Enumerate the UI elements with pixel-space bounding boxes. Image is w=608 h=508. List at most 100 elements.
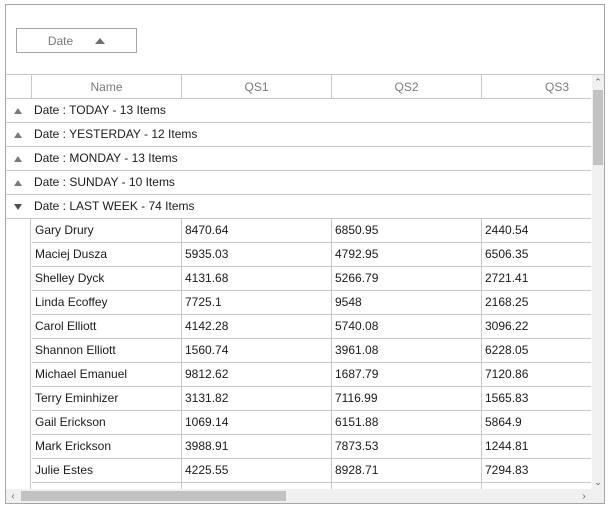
cell-qs3[interactable]: 7120.86: [482, 363, 591, 387]
cell-name[interactable]: Michael Emanuel: [32, 363, 182, 387]
table-row[interactable]: Linda Ecoffey 7725.1 9548 2168.25: [6, 291, 591, 315]
cell-qs2[interactable]: 5266.79: [332, 267, 482, 291]
cell-qs1[interactable]: 4142.28: [182, 315, 332, 339]
table-row[interactable]: Gary Drury 8470.64 6850.95 2440.54: [6, 219, 591, 243]
cell-qs1[interactable]: 3131.82: [182, 387, 332, 411]
table-row[interactable]: Carol Elliott 4142.28 5740.08 3096.22: [6, 315, 591, 339]
expand-icon[interactable]: [6, 99, 30, 123]
cell-qs3[interactable]: 2168.25: [482, 291, 591, 315]
cell-qs3[interactable]: 5864.9: [482, 411, 591, 435]
row-indent: [6, 243, 31, 267]
cell-qs2[interactable]: 7116.99: [332, 387, 482, 411]
row-indent: [6, 483, 31, 489]
cell-qs1[interactable]: [182, 483, 332, 489]
cell-qs2[interactable]: 7873.53: [332, 435, 482, 459]
cell-name[interactable]: Gary Drury: [32, 219, 182, 243]
cell-qs3[interactable]: 7294.83: [482, 459, 591, 483]
group-row[interactable]: Date : TODAY - 13 Items: [6, 99, 591, 123]
cell-qs2[interactable]: 1687.79: [332, 363, 482, 387]
cell-name[interactable]: Gail Erickson: [32, 411, 182, 435]
cell-qs3[interactable]: 3096.22: [482, 315, 591, 339]
table-row[interactable]: Terry Eminhizer 3131.82 7116.99 1565.83: [6, 387, 591, 411]
cell-qs1[interactable]: 9812.62: [182, 363, 332, 387]
data-grid: Name QS1 QS2 QS3 Date : TODAY - 13 Items…: [6, 75, 591, 489]
cell-qs3[interactable]: 6228.05: [482, 339, 591, 363]
cell-qs1[interactable]: 3988.91: [182, 435, 332, 459]
table-row[interactable]: Maciej Dusza 5935.03 4792.95 6506.35: [6, 243, 591, 267]
cell-name[interactable]: Linda Ecoffey: [32, 291, 182, 315]
expand-icon[interactable]: [6, 123, 30, 147]
cell-name[interactable]: Shelley Dyck: [32, 267, 182, 291]
cell-name[interactable]: Shannon Elliott: [32, 339, 182, 363]
cell-name[interactable]: Mark Erickson: [32, 435, 182, 459]
cell-qs2[interactable]: 6151.88: [332, 411, 482, 435]
table-row[interactable]: [6, 483, 591, 489]
scroll-up-icon[interactable]: ⌃: [594, 76, 602, 87]
row-indent: [6, 411, 31, 435]
table-row[interactable]: Mark Erickson 3988.91 7873.53 1244.81: [6, 435, 591, 459]
cell-qs1[interactable]: 4131.68: [182, 267, 332, 291]
row-indent: [6, 459, 31, 483]
cell-qs1[interactable]: 1560.74: [182, 339, 332, 363]
cell-qs1[interactable]: 1069.14: [182, 411, 332, 435]
cell-name[interactable]: Terry Eminhizer: [32, 387, 182, 411]
horizontal-scroll-thumb[interactable]: [21, 491, 286, 501]
cell-qs3[interactable]: 1565.83: [482, 387, 591, 411]
scroll-down-icon[interactable]: ⌄: [594, 476, 602, 487]
sort-ascending-icon[interactable]: [95, 37, 106, 44]
expand-icon[interactable]: [6, 147, 30, 171]
cell-qs1[interactable]: 7725.1: [182, 291, 332, 315]
cell-name[interactable]: Carol Elliott: [32, 315, 182, 339]
group-row[interactable]: Date : MONDAY - 13 Items: [6, 147, 591, 171]
cell-qs2[interactable]: 4792.95: [332, 243, 482, 267]
indent-header: [6, 75, 32, 99]
row-indent: [6, 363, 31, 387]
cell-qs3[interactable]: 6506.35: [482, 243, 591, 267]
table-row[interactable]: Shannon Elliott 1560.74 3961.08 6228.05: [6, 339, 591, 363]
collapse-icon[interactable]: [6, 195, 30, 219]
cell-qs2[interactable]: 5740.08: [332, 315, 482, 339]
cell-qs2[interactable]: 9548: [332, 291, 482, 315]
vertical-scrollbar[interactable]: ⌃ ⌄: [592, 75, 604, 489]
cell-qs3[interactable]: 1244.81: [482, 435, 591, 459]
column-header-name[interactable]: Name: [32, 75, 182, 99]
group-row[interactable]: Date : LAST WEEK - 74 Items: [6, 195, 591, 219]
table-row[interactable]: Michael Emanuel 9812.62 1687.79 7120.86: [6, 363, 591, 387]
table-row[interactable]: Gail Erickson 1069.14 6151.88 5864.9: [6, 411, 591, 435]
row-indent: [6, 267, 31, 291]
column-header-qs2[interactable]: QS2: [332, 75, 482, 99]
horizontal-scrollbar[interactable]: ‹ ›: [6, 489, 592, 503]
group-row-label: Date : SUNDAY - 10 Items: [34, 175, 175, 189]
group-by-panel: Date: [6, 5, 604, 75]
scroll-right-icon[interactable]: ›: [582, 490, 586, 502]
group-row[interactable]: Date : SUNDAY - 10 Items: [6, 171, 591, 195]
cell-name[interactable]: [32, 483, 182, 489]
group-chip-label: Date: [47, 33, 74, 48]
group-row-label: Date : YESTERDAY - 12 Items: [34, 127, 198, 141]
cell-qs3[interactable]: 2721.41: [482, 267, 591, 291]
row-indent: [6, 339, 31, 363]
group-by-date-chip[interactable]: Date: [16, 28, 137, 53]
table-row[interactable]: Shelley Dyck 4131.68 5266.79 2721.41: [6, 267, 591, 291]
scrollbar-corner: [592, 489, 604, 503]
cell-qs3[interactable]: 2440.54: [482, 219, 591, 243]
column-header-row: Name QS1 QS2 QS3: [6, 75, 591, 99]
cell-qs2[interactable]: 6850.95: [332, 219, 482, 243]
cell-qs1[interactable]: 4225.55: [182, 459, 332, 483]
column-header-qs1[interactable]: QS1: [182, 75, 332, 99]
group-row-label: Date : TODAY - 13 Items: [34, 103, 166, 117]
cell-qs2[interactable]: 8928.71: [332, 459, 482, 483]
scroll-left-icon[interactable]: ‹: [11, 490, 15, 502]
cell-qs1[interactable]: 8470.64: [182, 219, 332, 243]
expand-icon[interactable]: [6, 171, 30, 195]
row-indent: [6, 219, 31, 243]
cell-name[interactable]: Maciej Dusza: [32, 243, 182, 267]
cell-qs2[interactable]: [332, 483, 482, 489]
cell-name[interactable]: Julie Estes: [32, 459, 182, 483]
group-row[interactable]: Date : YESTERDAY - 12 Items: [6, 123, 591, 147]
cell-qs2[interactable]: 3961.08: [332, 339, 482, 363]
table-row[interactable]: Julie Estes 4225.55 8928.71 7294.83: [6, 459, 591, 483]
cell-qs1[interactable]: 5935.03: [182, 243, 332, 267]
vertical-scroll-thumb[interactable]: [593, 90, 603, 165]
column-header-qs3[interactable]: QS3: [544, 80, 569, 94]
